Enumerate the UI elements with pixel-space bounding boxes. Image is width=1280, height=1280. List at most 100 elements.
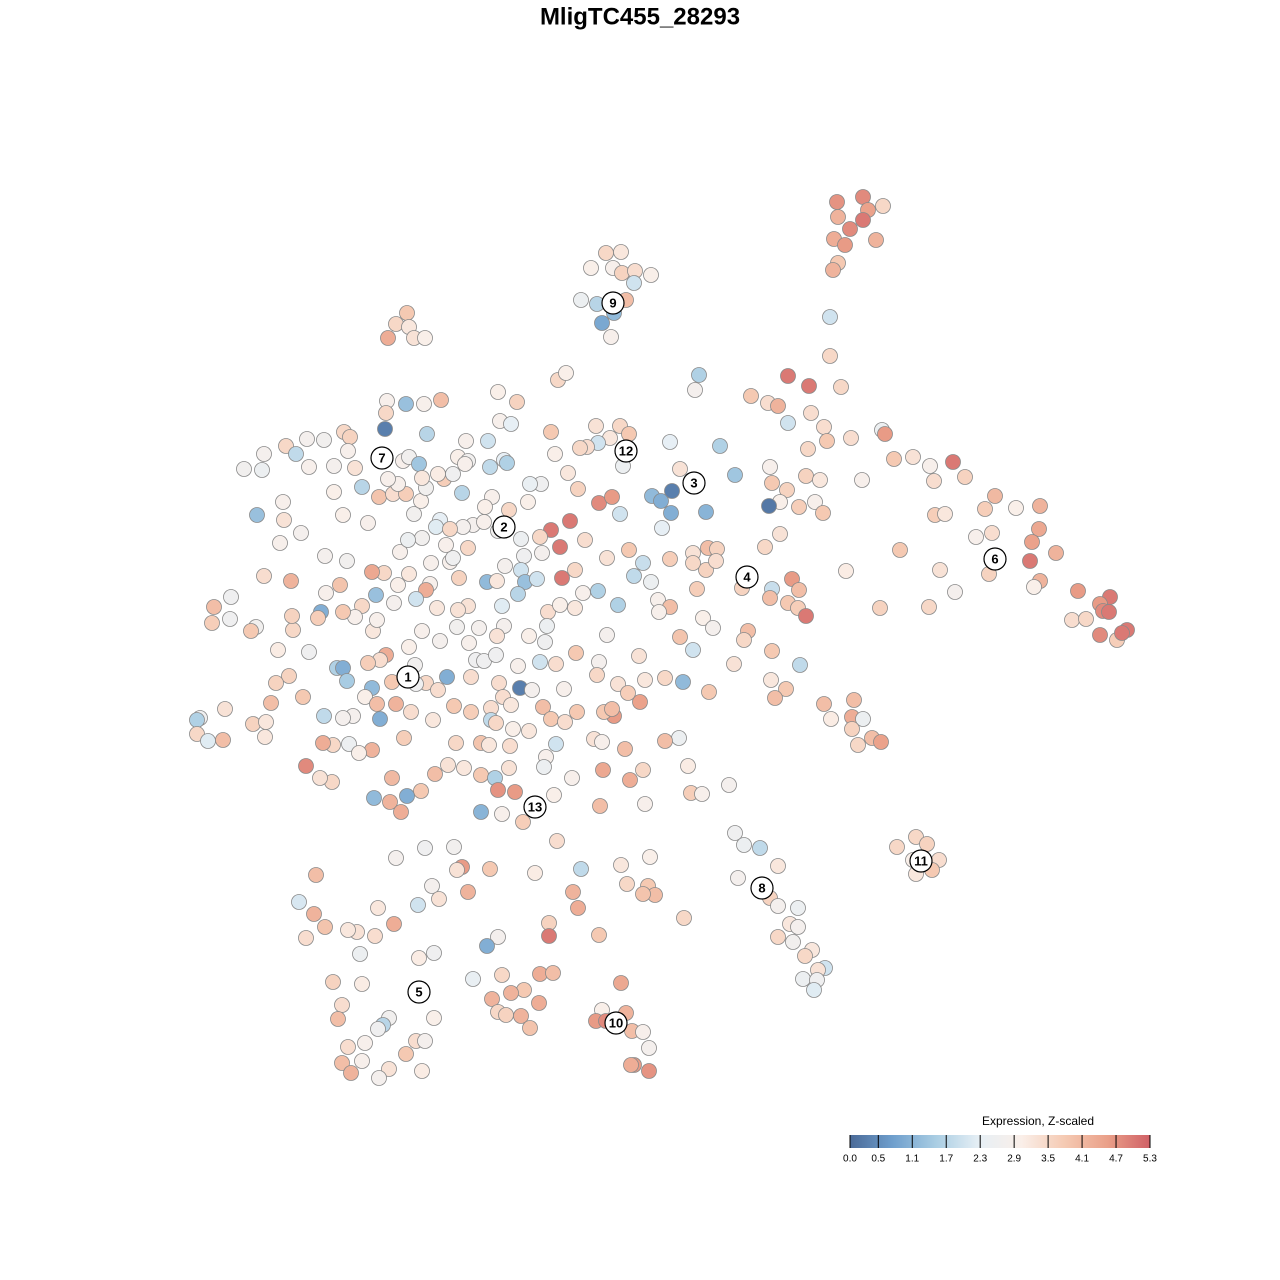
point xyxy=(369,696,385,712)
cluster-label: 4 xyxy=(743,569,751,584)
point xyxy=(521,723,537,739)
point xyxy=(599,550,615,566)
point xyxy=(626,568,642,584)
point xyxy=(662,551,678,567)
point xyxy=(621,542,637,558)
colorbar-tick-label: 1.1 xyxy=(905,1154,919,1165)
point xyxy=(675,674,691,690)
point xyxy=(529,571,545,587)
point xyxy=(360,655,376,671)
point xyxy=(558,365,574,381)
point xyxy=(446,698,462,714)
point xyxy=(501,502,517,518)
point xyxy=(842,221,858,237)
point xyxy=(315,735,331,751)
point xyxy=(408,591,424,607)
point xyxy=(604,701,620,717)
point xyxy=(293,525,309,541)
point xyxy=(256,568,272,584)
point xyxy=(335,507,351,523)
point xyxy=(342,429,358,445)
point xyxy=(285,622,301,638)
point xyxy=(357,689,373,705)
point xyxy=(339,673,355,689)
point xyxy=(642,849,658,865)
point xyxy=(622,772,638,788)
point xyxy=(370,1021,386,1037)
point xyxy=(689,581,705,597)
point xyxy=(326,458,342,474)
point xyxy=(691,367,707,383)
point xyxy=(316,708,332,724)
point xyxy=(426,945,442,961)
point xyxy=(589,667,605,683)
point xyxy=(427,766,443,782)
point xyxy=(705,620,721,636)
point xyxy=(430,466,446,482)
point xyxy=(641,1040,657,1056)
point xyxy=(340,443,356,459)
point xyxy=(456,760,472,776)
colorbar-tick-label: 4.7 xyxy=(1109,1154,1123,1165)
point xyxy=(772,526,788,542)
point xyxy=(543,711,559,727)
point xyxy=(921,599,937,615)
point xyxy=(984,525,1000,541)
point xyxy=(364,564,380,580)
point xyxy=(360,515,376,531)
point xyxy=(641,1063,657,1079)
point xyxy=(791,582,807,598)
point xyxy=(326,484,342,500)
point xyxy=(543,424,559,440)
point xyxy=(855,711,871,727)
point xyxy=(377,421,393,437)
point xyxy=(545,965,561,981)
chart-title: MligTC455_28293 xyxy=(540,3,740,30)
point xyxy=(767,690,783,706)
point xyxy=(206,599,222,615)
point xyxy=(573,292,589,308)
point xyxy=(1024,534,1040,550)
point xyxy=(503,416,519,432)
point xyxy=(603,329,619,345)
point xyxy=(283,573,299,589)
point xyxy=(570,900,586,916)
point xyxy=(386,916,402,932)
colorbar-tick-label: 0.5 xyxy=(871,1154,885,1165)
point xyxy=(445,550,461,566)
point xyxy=(430,682,446,698)
cluster-marker xyxy=(983,547,1007,571)
point xyxy=(243,623,259,639)
point xyxy=(381,1061,397,1077)
point xyxy=(617,741,633,757)
point xyxy=(419,426,435,442)
point xyxy=(325,974,341,990)
point xyxy=(595,762,611,778)
point xyxy=(510,586,526,602)
point xyxy=(694,786,710,802)
point xyxy=(463,704,479,720)
point xyxy=(310,610,326,626)
point xyxy=(502,738,518,754)
point xyxy=(1022,553,1038,569)
point xyxy=(439,669,455,685)
point xyxy=(932,562,948,578)
point xyxy=(726,656,742,672)
point xyxy=(671,730,687,746)
point xyxy=(245,716,261,732)
point xyxy=(450,602,466,618)
point xyxy=(785,934,801,950)
point xyxy=(591,927,607,943)
point xyxy=(425,712,441,728)
point xyxy=(752,840,768,856)
point xyxy=(721,777,737,793)
point xyxy=(819,433,835,449)
point xyxy=(905,449,921,465)
point xyxy=(583,260,599,276)
point xyxy=(482,459,498,475)
point xyxy=(532,654,548,670)
cluster-marker xyxy=(909,849,933,873)
point xyxy=(399,788,415,804)
point xyxy=(594,315,610,331)
